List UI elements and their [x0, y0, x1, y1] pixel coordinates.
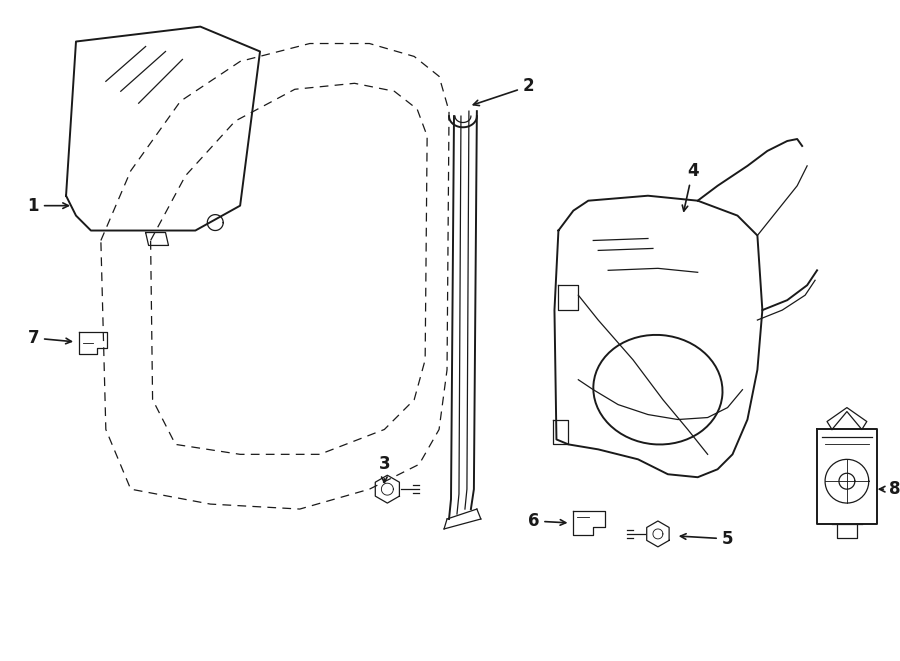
Text: 7: 7	[27, 329, 71, 347]
Text: 6: 6	[527, 512, 566, 530]
Text: 3: 3	[379, 455, 391, 483]
Text: 2: 2	[473, 77, 535, 106]
Text: 4: 4	[682, 162, 698, 211]
Text: 8: 8	[879, 480, 900, 498]
Text: 1: 1	[28, 197, 68, 215]
Text: 5: 5	[680, 530, 733, 548]
